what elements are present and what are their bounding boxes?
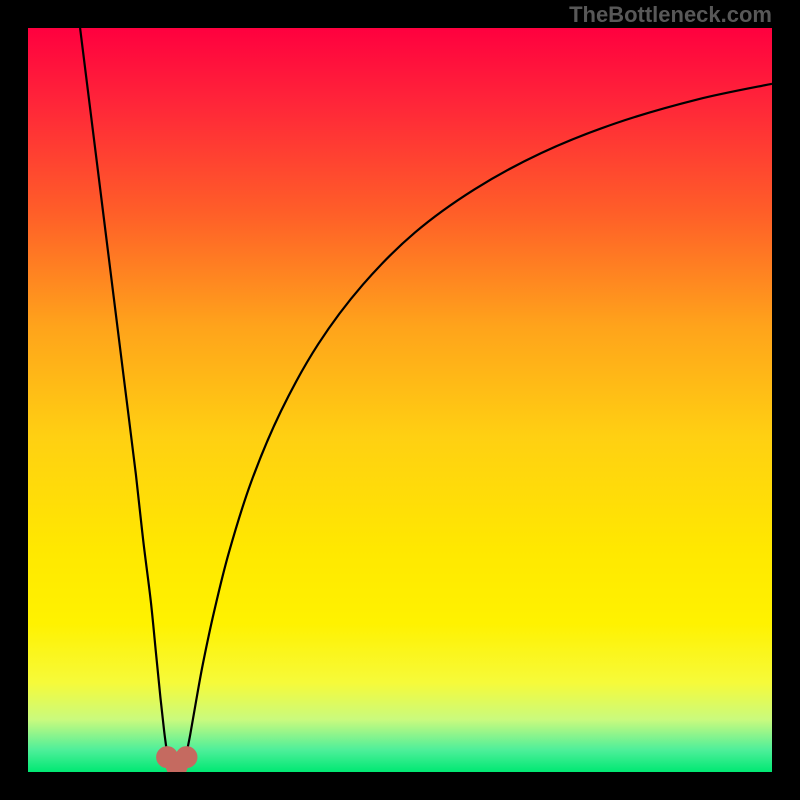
minimum-marker-2	[176, 747, 196, 767]
curve-left	[80, 28, 167, 753]
plot-svg	[0, 0, 800, 800]
curve-right	[186, 84, 772, 754]
chart-container: TheBottleneck.com	[0, 0, 800, 800]
